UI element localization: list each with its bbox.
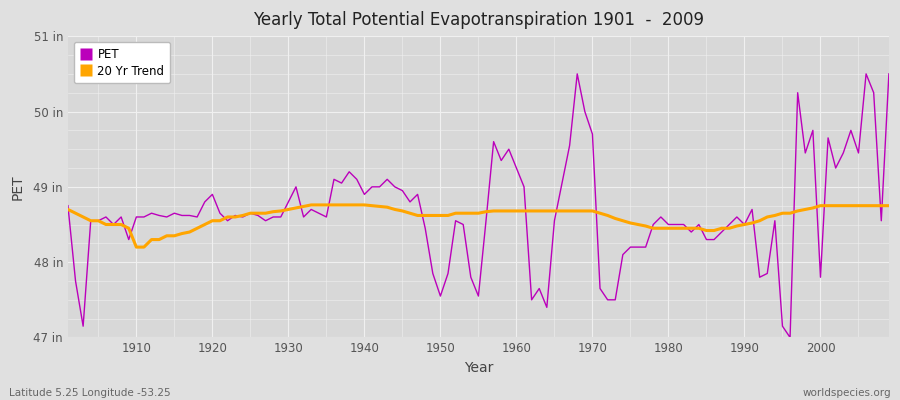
Text: Latitude 5.25 Longitude -53.25: Latitude 5.25 Longitude -53.25 (9, 388, 171, 398)
Text: worldspecies.org: worldspecies.org (803, 388, 891, 398)
Title: Yearly Total Potential Evapotranspiration 1901  -  2009: Yearly Total Potential Evapotranspiratio… (253, 11, 704, 29)
X-axis label: Year: Year (464, 361, 493, 375)
Y-axis label: PET: PET (11, 174, 25, 200)
Legend: PET, 20 Yr Trend: PET, 20 Yr Trend (74, 42, 170, 84)
